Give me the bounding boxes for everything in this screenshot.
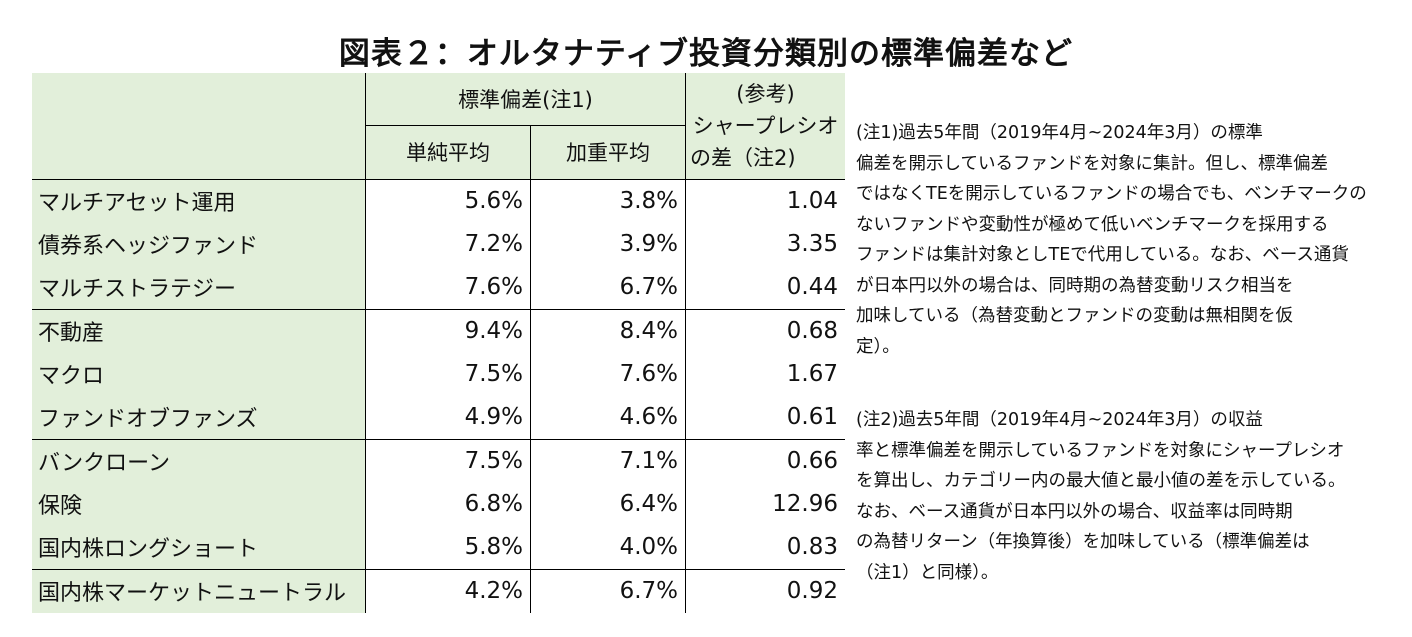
row-sharpe: 0.44 [685, 265, 845, 309]
row-simple: 7.5% [365, 352, 531, 396]
page-title: 図表２：オルタナティブ投資分類別の標準偏差など [338, 36, 1074, 72]
row-simple: 5.6% [365, 178, 531, 223]
row-weighted: 7.1% [530, 438, 686, 483]
row-weighted: 6.7% [530, 568, 686, 613]
row-simple: 7.2% [365, 222, 531, 266]
header-ref-line3: の差（注2) [690, 145, 796, 170]
row-category: マクロ [32, 352, 366, 396]
note-line: 加味している（為替変動とファンドの変動は無相関を仮 [856, 306, 1293, 326]
row-weighted: 3.9% [530, 222, 686, 266]
row-sharpe: 0.83 [685, 525, 845, 569]
row-sharpe: 0.61 [685, 395, 845, 439]
row-simple: 4.9% [365, 395, 531, 439]
table-row: 国内株マーケットニュートラル 4.2% 6.7% 0.92 [32, 568, 845, 613]
row-weighted: 7.6% [530, 352, 686, 396]
row-weighted: 3.8% [530, 178, 686, 223]
header-blank-cell [32, 73, 366, 179]
note-line: (注1)過去5年間（2019年4月~2024年3月）の標準 [856, 123, 1263, 143]
row-sharpe: 1.67 [685, 352, 845, 396]
note-line: （注1）と同様）。 [856, 562, 999, 583]
header-simple-avg: 単純平均 [365, 125, 531, 179]
header-reference: (参考) シャープレシオ の差（注2) [685, 73, 845, 179]
table-row: マルチストラテジー 7.6% 6.7% 0.44 [32, 265, 845, 309]
note-line: 率と標準偏差を開示しているファンドを対象にシャープレシオ [856, 440, 1345, 461]
note-line: を算出し、カテゴリー内の最大値と最小値の差を示している。 [856, 471, 1346, 491]
row-category: 不動産 [32, 308, 366, 353]
note-line: 定）。 [856, 336, 900, 357]
note-line: (注2)過去5年間（2019年4月~2024年3月）の収益 [856, 410, 1263, 430]
table-row: 保険 6.8% 6.4% 12.96 [32, 482, 845, 526]
note-line: なお、ベース通貨が日本円以外の場合、収益率は同時期 [856, 501, 1293, 522]
row-weighted: 4.6% [530, 395, 686, 439]
header-weighted-avg: 加重平均 [530, 125, 686, 179]
table-row: マクロ 7.5% 7.6% 1.67 [32, 352, 845, 396]
table-row: 国内株ロングショート 5.8% 4.0% 0.83 [32, 525, 845, 569]
row-weighted: 6.4% [530, 482, 686, 526]
row-category: 保険 [32, 482, 366, 526]
row-sharpe: 0.66 [685, 438, 845, 483]
row-category: 国内株ロングショート [32, 525, 366, 569]
table-row: マルチアセット運用 5.6% 3.8% 1.04 [32, 178, 845, 223]
row-category: バンクローン [32, 438, 366, 483]
note-1: (注1)過去5年間（2019年4月~2024年3月）の標準 偏差を開示しているフ… [856, 118, 1396, 362]
table-row: ファンドオブファンズ 4.9% 4.6% 0.61 [32, 395, 845, 439]
row-sharpe: 12.96 [685, 482, 845, 526]
note-line: の為替リターン（年換算後）を加味している（標準偏差は [856, 532, 1310, 552]
table-row: バンクローン 7.5% 7.1% 0.66 [32, 438, 845, 483]
std-dev-table: 標準偏差(注1) (参考) シャープレシオ の差（注2) 単純平均 加重平均 マ… [32, 73, 845, 613]
note-line: ファンドは集計対象としTEで代用している。なお、ベース通貨 [856, 245, 1349, 265]
row-simple: 7.5% [365, 438, 531, 483]
note-2: (注2)過去5年間（2019年4月~2024年3月）の収益 率と標準偏差を開示し… [856, 405, 1396, 588]
row-category: マルチストラテジー [32, 265, 366, 309]
row-sharpe: 0.68 [685, 308, 845, 353]
row-category: ファンドオブファンズ [32, 395, 366, 439]
note-line: ではなくTEを開示しているファンドの場合でも、ベンチマークの [856, 184, 1367, 204]
row-weighted: 8.4% [530, 308, 686, 353]
header-std-group: 標準偏差(注1) [365, 73, 686, 126]
row-simple: 5.8% [365, 525, 531, 569]
row-weighted: 4.0% [530, 525, 686, 569]
row-simple: 7.6% [365, 265, 531, 309]
note-line: 偏差を開示しているファンドを対象に集計。但し、標準偏差 [856, 153, 1328, 174]
row-simple: 9.4% [365, 308, 531, 353]
row-simple: 6.8% [365, 482, 531, 526]
header-ref-line2: シャープレシオ [692, 113, 839, 138]
row-sharpe: 1.04 [685, 178, 845, 223]
row-sharpe: 0.92 [685, 568, 845, 613]
row-category: 債券系ヘッジファンド [32, 222, 366, 266]
row-category: マルチアセット運用 [32, 178, 366, 223]
note-line: ないファンドや変動性が極めて低いベンチマークを採用する [856, 214, 1329, 235]
note-line: が日本円以外の場合は、同時期の為替変動リスク相当を [856, 275, 1294, 296]
table-row: 不動産 9.4% 8.4% 0.68 [32, 308, 845, 353]
row-simple: 4.2% [365, 568, 531, 613]
row-sharpe: 3.35 [685, 222, 845, 266]
row-weighted: 6.7% [530, 265, 686, 309]
table-row: 債券系ヘッジファンド 7.2% 3.9% 3.35 [32, 222, 845, 266]
header-ref-line1: (参考) [736, 81, 795, 106]
row-category: 国内株マーケットニュートラル [32, 568, 366, 613]
